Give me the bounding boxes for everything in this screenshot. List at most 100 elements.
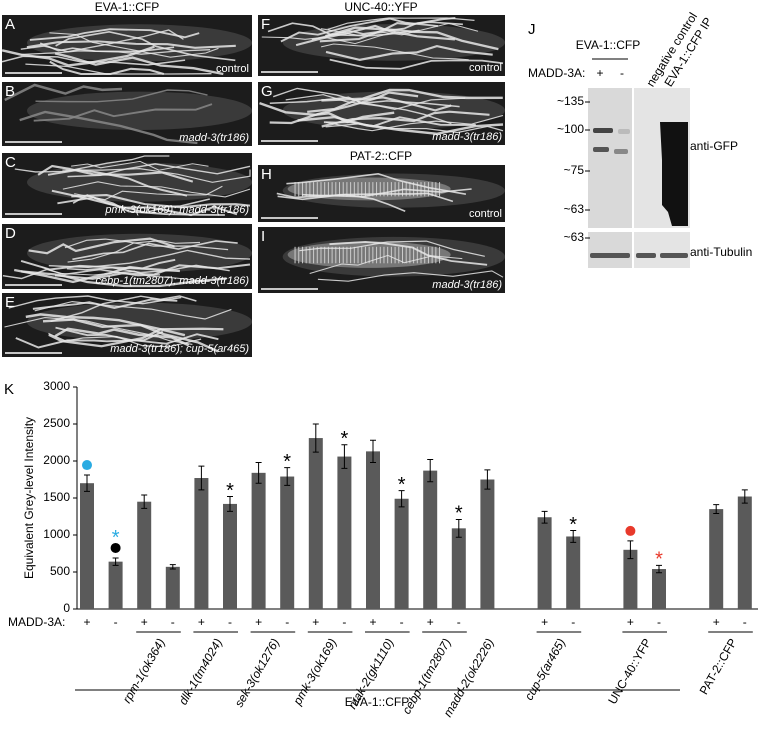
fiber (14, 155, 170, 173)
sign: + (627, 615, 634, 629)
fiber (311, 21, 463, 41)
fiber (54, 263, 251, 280)
error-bar (455, 518, 462, 538)
y-tick-label: 1000 (43, 527, 70, 541)
fiber (15, 330, 164, 349)
significance-dot (110, 542, 121, 553)
significance-star: * (569, 514, 577, 536)
fiber (261, 31, 396, 45)
sign-label: MADD-3A: (8, 615, 65, 629)
significance-star: * (283, 451, 291, 473)
error-bar (484, 469, 491, 490)
cell-glow (27, 233, 252, 273)
bar (337, 456, 352, 609)
panel-caption: madd-3(tr186) (432, 131, 502, 143)
blot-construct: EVA-1::CFP (576, 38, 640, 52)
fiber (54, 52, 224, 76)
fiber (33, 103, 213, 122)
fiber (272, 87, 452, 125)
fiber (280, 17, 439, 43)
error-bar (112, 557, 119, 566)
fiber (20, 29, 184, 53)
antibody-label: anti-Tubulin (690, 245, 752, 259)
blot-membrane (588, 88, 632, 228)
panel-letter: B (5, 83, 15, 100)
fiber (66, 264, 230, 274)
sign: - (342, 615, 346, 629)
group-label: UNC-40::YFP (605, 636, 654, 707)
fiber (307, 96, 452, 113)
sign: + (369, 615, 376, 629)
error-bar (227, 496, 233, 512)
blot-sign-label: MADD-3A: (528, 66, 585, 80)
fiber (49, 32, 219, 58)
antibody-label: anti-GFP (690, 139, 738, 153)
fiber (50, 295, 197, 323)
panel-caption: control (469, 62, 502, 74)
sign: - (400, 615, 404, 629)
bar (652, 569, 666, 609)
bar (537, 517, 552, 609)
fiber (25, 63, 212, 75)
fiber (8, 295, 182, 309)
fiber (32, 298, 178, 310)
sign: + (198, 615, 205, 629)
sign: + (83, 615, 90, 629)
error-bar (656, 564, 662, 574)
fiber (320, 22, 479, 36)
significance-star: * (226, 480, 234, 502)
significance-dot (82, 460, 92, 471)
y-tick-label: 2000 (43, 453, 70, 467)
bar (394, 498, 409, 609)
sign: + (427, 615, 434, 629)
sign: - (457, 615, 461, 629)
panel-caption: pmk-3(ok169); madd-3(tr186) (104, 204, 249, 216)
fiber (35, 89, 208, 103)
panel-letter: D (5, 225, 16, 242)
blot-band (614, 149, 628, 154)
fiber (325, 44, 493, 62)
blot-sign: - (620, 66, 624, 80)
y-axis-label: Equivalent Grey-level Intensity (22, 417, 36, 579)
group-label: pmk-3(ok169) (290, 636, 340, 708)
fiber (71, 160, 209, 171)
significance-dot (625, 525, 636, 536)
bar (709, 509, 724, 609)
panel-letter: H (261, 166, 272, 183)
bar (194, 478, 209, 609)
y-tick-label: 1500 (43, 490, 70, 504)
fiber (72, 194, 210, 214)
bar (480, 479, 495, 609)
mw-marker: ~75 (564, 163, 585, 177)
error-bar (741, 489, 748, 504)
fiber (29, 28, 200, 41)
fiber (329, 58, 504, 70)
blot-band (660, 253, 688, 258)
sign: + (541, 615, 548, 629)
fiber (55, 30, 236, 62)
blot-band (593, 128, 613, 133)
error-bar (341, 444, 348, 469)
blot-band (590, 253, 630, 258)
bar (423, 470, 438, 609)
bar (251, 472, 266, 609)
bar (80, 483, 94, 609)
fiber (62, 181, 251, 198)
fiber (317, 270, 504, 282)
significance-star: * (398, 474, 406, 496)
panel-letter: J (528, 21, 536, 38)
y-tick-label: 0 (63, 601, 70, 615)
error-bar (198, 465, 205, 491)
error-bar (141, 494, 148, 509)
error-bar (312, 423, 319, 453)
mw-marker: ~63 (564, 230, 585, 244)
panel-letter: I (261, 228, 265, 245)
group-label: cup-5(ar465) (522, 636, 568, 703)
bar (566, 536, 581, 609)
error-bar (541, 510, 548, 524)
